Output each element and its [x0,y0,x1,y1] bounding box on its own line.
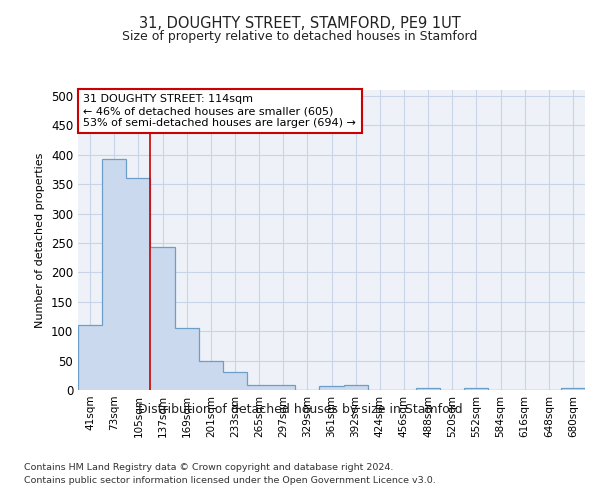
Text: Contains HM Land Registry data © Crown copyright and database right 2024.: Contains HM Land Registry data © Crown c… [24,462,394,471]
Y-axis label: Number of detached properties: Number of detached properties [35,152,46,328]
Text: Size of property relative to detached houses in Stamford: Size of property relative to detached ho… [122,30,478,43]
Text: Distribution of detached houses by size in Stamford: Distribution of detached houses by size … [137,402,463,415]
Text: 31, DOUGHTY STREET, STAMFORD, PE9 1UT: 31, DOUGHTY STREET, STAMFORD, PE9 1UT [139,16,461,31]
Text: Contains public sector information licensed under the Open Government Licence v3: Contains public sector information licen… [24,476,436,485]
Text: 31 DOUGHTY STREET: 114sqm
← 46% of detached houses are smaller (605)
53% of semi: 31 DOUGHTY STREET: 114sqm ← 46% of detac… [83,94,356,128]
